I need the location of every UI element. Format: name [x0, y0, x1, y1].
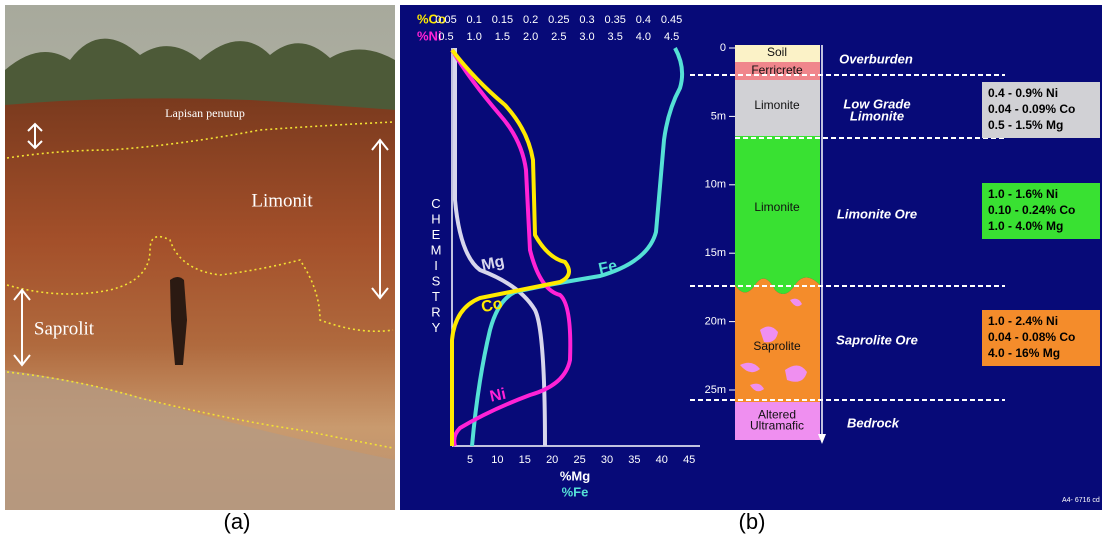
tick-label: 0.1	[467, 14, 482, 26]
tick-label: 0.5	[438, 31, 453, 43]
tick-label: 15	[519, 454, 531, 466]
grade-text: 1.0 - 2.4% Ni	[988, 314, 1058, 328]
depth-label: 20m	[705, 316, 726, 328]
panel-label: (a)	[224, 509, 251, 534]
annotation: Limonit	[251, 190, 313, 211]
zone-label: Bedrock	[847, 415, 900, 430]
grade-text: 0.5 - 1.5% Mg	[988, 118, 1063, 132]
tick-label: 30	[601, 454, 613, 466]
layer-label: Soil	[767, 45, 787, 59]
grade-text: 0.10 - 0.24% Co	[988, 203, 1075, 217]
grade-text: 1.0 - 1.6% Ni	[988, 187, 1058, 201]
tick-label: 4.5	[664, 31, 679, 43]
tick-label: 0.2	[523, 14, 538, 26]
tick-label: 4.0	[636, 31, 651, 43]
layer-label: Limonite	[754, 98, 800, 112]
depth-label: 10m	[705, 179, 726, 191]
zone-label: Limonite Ore	[837, 206, 917, 221]
tick-label: 0.35	[604, 14, 625, 26]
depth-label: 25m	[705, 384, 726, 396]
tick-label: 0.05	[435, 14, 456, 26]
tick-label: 35	[628, 454, 640, 466]
axis-title: %Mg	[560, 468, 590, 483]
tick-label: 2.5	[551, 31, 566, 43]
tick-label: 2.0	[523, 31, 538, 43]
grade-text: 4.0 - 16% Mg	[988, 346, 1060, 360]
grade-text: 0.4 - 0.9% Ni	[988, 86, 1058, 100]
depth-label: 5m	[711, 110, 726, 122]
zone-label: Overburden	[839, 51, 913, 66]
layer-label: Ultramafic	[750, 419, 804, 433]
layer-label: Saprolite	[753, 339, 801, 353]
tick-label: 1.0	[467, 31, 482, 43]
annotation: Saprolit	[34, 318, 95, 339]
tick-label: 40	[656, 454, 668, 466]
tick-label: 0.25	[548, 14, 569, 26]
grade-text: 0.04 - 0.08% Co	[988, 330, 1075, 344]
tick-label: 45	[683, 454, 695, 466]
grade-text: 1.0 - 4.0% Mg	[988, 219, 1063, 233]
photo	[5, 5, 395, 510]
tick-label: 3.0	[579, 31, 594, 43]
tick-label: 0.15	[492, 14, 513, 26]
layer-label: Limonite	[754, 200, 800, 214]
tick-label: 5	[467, 454, 473, 466]
tick-label: 0.4	[636, 14, 651, 26]
tick-label: 0.3	[579, 14, 594, 26]
grade-text: 0.04 - 0.09% Co	[988, 102, 1075, 116]
tick-label: 3.5	[608, 31, 623, 43]
tick-label: 0.45	[661, 14, 682, 26]
zone-label: Saprolite Ore	[836, 332, 918, 347]
layer-label: Ferricrete	[751, 63, 803, 77]
depth-label: 15m	[705, 247, 726, 259]
tick-label: 1.5	[495, 31, 510, 43]
tick-label: 25	[573, 454, 585, 466]
tick-label: 20	[546, 454, 558, 466]
panel-label: (b)	[739, 509, 766, 534]
code-label: A4- 6716 cd	[1062, 497, 1100, 504]
zone-label: Limonite	[850, 108, 904, 123]
tick-label: 10	[491, 454, 503, 466]
depth-label: 0	[720, 42, 726, 54]
annotation: Lapisan penutup	[165, 106, 245, 120]
figure: Lapisan penutupLimonitSaprolit(a)(b)%Co0…	[0, 0, 1102, 538]
axis-title: %Fe	[562, 484, 589, 499]
